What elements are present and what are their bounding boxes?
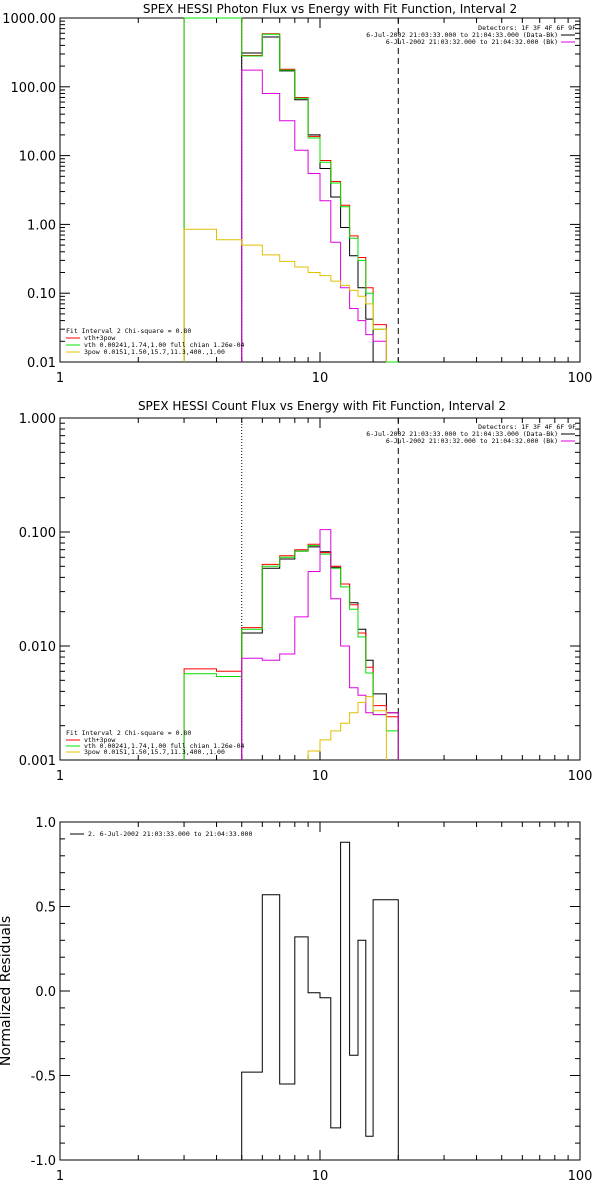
legend-tr-line-2: 6-Jul-2002 21:03:33.000 to 21:04:33.000 … [366,430,558,438]
y-tick-label: 0.01 [27,356,56,371]
x-tick-label: 1 [56,1169,64,1184]
y-tick-label: -0.5 [31,1070,56,1085]
series-3pow [183,228,387,362]
series-residuals [241,841,399,1160]
y-tick-label: 100.00 [11,81,57,96]
legend-bl-line-1: vth+3pow [84,736,115,744]
panel-photon-flux: SPEX HESSI Photon Flux vs Energy with Fi… [2,2,592,386]
legend-bl-line-3: 3pow 0.0151,1.50,15.7,11.3,400.,1.00 [84,748,225,756]
legend-bl-line-2: vth 0.00241,1.74,1.00 full chian 1.26e-0… [84,341,245,349]
series-data-bk [241,546,399,760]
y-tick-label: 0.0 [35,985,56,1000]
title-count: SPEX HESSI Count Flux vs Energy with Fit… [138,399,506,413]
series-data-bk [241,36,387,363]
series-photon [183,17,399,363]
legend-tr-line-3: 6-Jul-2002 21:03:32.000 to 21:04:32.000 … [386,38,558,46]
y-tick-label: 0.5 [35,901,56,916]
y-tick-label: -1.0 [31,1154,56,1169]
ticks-photon: 1 10 100 0.01 0.10 1.00 10.00 100.00 1000.00 [2,12,592,386]
y-tick-label: 1.000 [19,412,56,427]
title-photon: SPEX HESSI Photon Flux vs Energy with Fi… [143,2,517,16]
x-tick-label: 100 [568,1169,593,1184]
series-count [183,418,399,760]
legend-tr-line-3: 6-Jul-2002 21:03:32.000 to 21:04:32.000 … [386,437,558,445]
legend-photon: Detectors: 1F 3F 4F 6F 9F 6-Jul-2002 21:… [66,24,576,356]
legend-count: Detectors: 1F 3F 4F 6F 9F 6-Jul-2002 21:… [66,423,576,756]
ylabel-residuals: Normalized Residuals [0,916,14,1066]
legend-residuals: 2. 6-Jul-2002 21:03:33.000 to 21:04:33.0… [70,830,252,838]
ticks-residuals: 1 10 100 -1.0 -0.5 0.0 0.5 1.0 [31,816,593,1184]
series-vth [183,545,399,760]
legend-bl-header: Fit Interval 2 Chi-square = 0.80 [66,327,191,335]
y-tick-label: 0.010 [19,640,56,655]
legend-bl-line-3: 3pow 0.0151,1.50,15.7,11.3,400.,1.00 [84,348,225,356]
panel-count-flux: SPEX HESSI Count Flux vs Energy with Fit… [19,399,593,784]
y-tick-label: 0.100 [19,526,56,541]
x-tick-label: 1 [56,769,64,784]
y-tick-label: 1000.00 [2,12,56,27]
ticks-count: 1 10 100 0.001 0.010 0.100 1.000 [19,412,593,784]
y-tick-label: 1.00 [27,218,56,233]
series-residuals [241,841,399,1160]
x-tick-label: 100 [568,769,593,784]
series-bk [241,529,399,760]
axes-box-residuals [59,821,581,1161]
y-tick-label: 0.10 [27,287,56,302]
y-tick-label: 1.0 [35,816,56,831]
x-tick-label: 1 [56,371,64,386]
axes-box-count [59,417,581,761]
series-bk [241,69,387,362]
y-tick-label: 0.001 [19,754,56,769]
legend-tr-line-1: Detectors: 1F 3F 4F 6F 9F [478,423,576,431]
x-tick-label: 10 [312,769,329,784]
y-tick-label: 10.00 [19,150,56,165]
legend-tl-line-1: 2. 6-Jul-2002 21:03:33.000 to 21:04:33.0… [88,830,252,838]
legend-bl-header: Fit Interval 2 Chi-square = 0.80 [66,729,191,737]
legend-tr-line-1: Detectors: 1F 3F 4F 6F 9F [478,24,576,32]
x-tick-label: 10 [312,371,329,386]
series-vth [183,17,399,363]
legend-bl-line-1: vth+3pow [84,334,115,342]
series-vth+3pow [183,543,399,760]
series-3pow [307,696,387,760]
x-tick-label: 100 [568,371,593,386]
x-tick-label: 10 [312,1169,329,1184]
legend-bl-line-2: vth 0.00241,1.74,1.00 full chian 1.26e-0… [84,742,245,750]
panel-residuals: Normalized Residuals 1 10 100 -1.0 -0.5 0.0 0.… [0,816,592,1184]
legend-tr-line-2: 6-Jul-2002 21:03:33.000 to 21:04:33.000 … [366,31,558,39]
